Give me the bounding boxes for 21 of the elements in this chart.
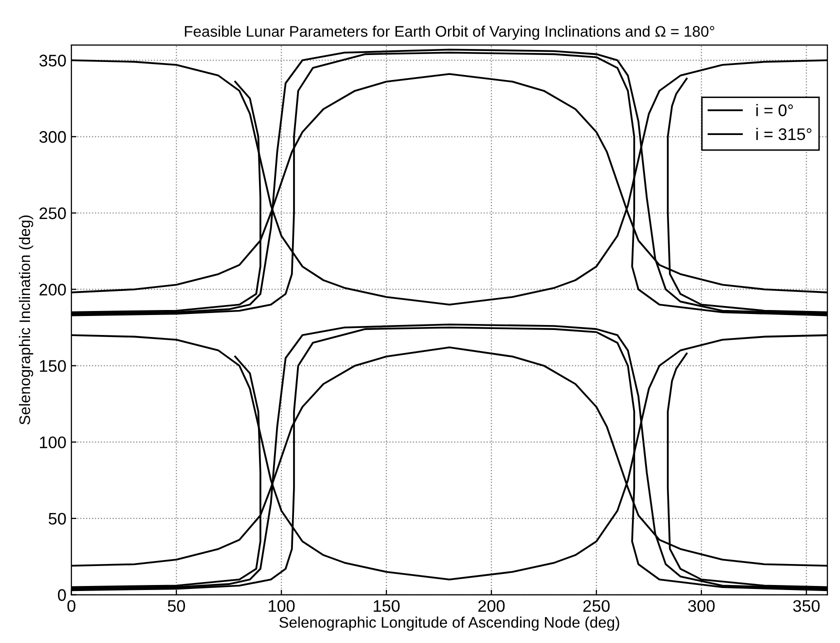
y-tick-label: 250 bbox=[40, 207, 66, 220]
y-tick-label: 150 bbox=[40, 360, 66, 372]
x-tick-label: 150 bbox=[374, 600, 400, 612]
x-tick-label: 100 bbox=[268, 600, 295, 612]
x-tick-label: 250 bbox=[583, 600, 610, 612]
y-tick-label: 300 bbox=[39, 131, 66, 143]
y-tick-label: 0 bbox=[58, 589, 66, 601]
x-tick-label: 300 bbox=[688, 600, 715, 612]
y-tick-label: 200 bbox=[40, 284, 66, 296]
legend-label: i = 0° bbox=[756, 104, 793, 116]
x-tick-label: 0 bbox=[67, 600, 76, 612]
x-tick-label: 200 bbox=[478, 600, 505, 612]
legend-label: i = 315° bbox=[756, 128, 812, 140]
x-tick-label: 350 bbox=[793, 600, 820, 612]
x-tick-label: 50 bbox=[168, 600, 186, 612]
y-tick-label: 50 bbox=[48, 512, 66, 525]
x-axis-title: Selenographic Longitude of Ascending Node (deg) bbox=[279, 616, 620, 631]
y-tick-label: 350 bbox=[39, 54, 66, 66]
y-tick-label: 100 bbox=[40, 436, 66, 448]
y-axis-title: Selenographic Inclination (deg) bbox=[18, 216, 34, 425]
chart-title: Feasible Lunar Parameters for Earth Orbit of Varying Inclinations and Ω = 180° bbox=[184, 26, 714, 40]
